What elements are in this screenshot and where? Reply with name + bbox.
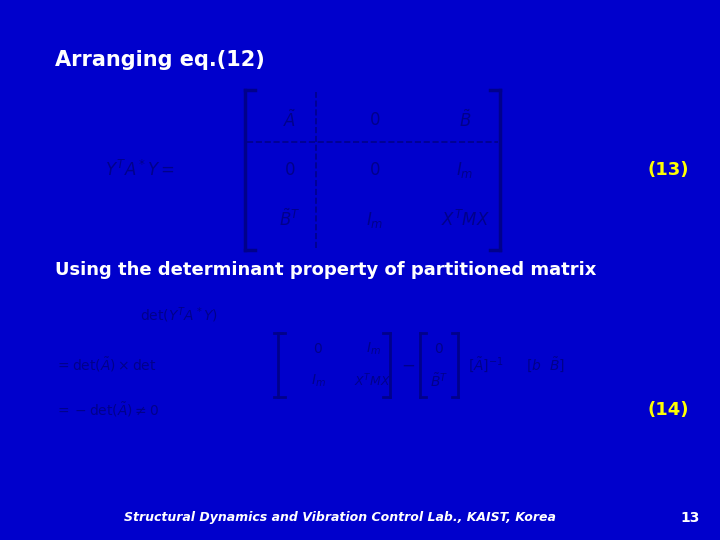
Text: $\tilde{B}$: $\tilde{B}$	[459, 110, 471, 131]
Text: (14): (14)	[647, 401, 689, 419]
Text: $0$: $0$	[434, 342, 444, 356]
Text: $=\mathrm{det}(\tilde{A})\times\mathrm{det}$: $=\mathrm{det}(\tilde{A})\times\mathrm{d…	[55, 356, 157, 374]
Text: $\mathrm{det}(Y^TA^*Y)$: $\mathrm{det}(Y^TA^*Y)$	[140, 305, 218, 325]
Text: $0$: $0$	[369, 111, 381, 130]
Text: $I_m$: $I_m$	[310, 373, 325, 389]
Text: $0$: $0$	[313, 342, 323, 356]
Text: $\tilde{B}^T$: $\tilde{B}^T$	[430, 372, 448, 390]
Text: (13): (13)	[647, 161, 689, 179]
Text: Arranging eq.(12): Arranging eq.(12)	[55, 50, 265, 70]
Text: $[\tilde{A}]^{-1}$: $[\tilde{A}]^{-1}$	[468, 355, 504, 374]
Text: $I_m$: $I_m$	[456, 160, 474, 180]
Text: $I_m$: $I_m$	[366, 341, 380, 357]
Text: $= -\mathrm{det}(\tilde{A})\neq 0$: $= -\mathrm{det}(\tilde{A})\neq 0$	[55, 401, 159, 420]
Text: $0$: $0$	[369, 161, 381, 179]
Text: $X^TMX$: $X^TMX$	[354, 373, 392, 389]
Text: Using the determinant property of partitioned matrix: Using the determinant property of partit…	[55, 261, 596, 279]
Text: $Y^TA^*Y =$: $Y^TA^*Y =$	[105, 160, 175, 180]
Text: $0$: $0$	[284, 161, 296, 179]
Text: $\tilde{B}^T$: $\tilde{B}^T$	[279, 209, 301, 230]
Text: $[b\ \ \tilde{B}]$: $[b\ \ \tilde{B}]$	[526, 355, 565, 374]
Text: $X^TMX$: $X^TMX$	[441, 210, 490, 230]
Text: Structural Dynamics and Vibration Control Lab., KAIST, Korea: Structural Dynamics and Vibration Contro…	[124, 511, 556, 524]
Text: $-$: $-$	[401, 356, 415, 374]
Text: $\tilde{A}$: $\tilde{A}$	[284, 110, 297, 131]
Text: 13: 13	[680, 511, 700, 525]
Text: $I_m$: $I_m$	[366, 210, 384, 230]
